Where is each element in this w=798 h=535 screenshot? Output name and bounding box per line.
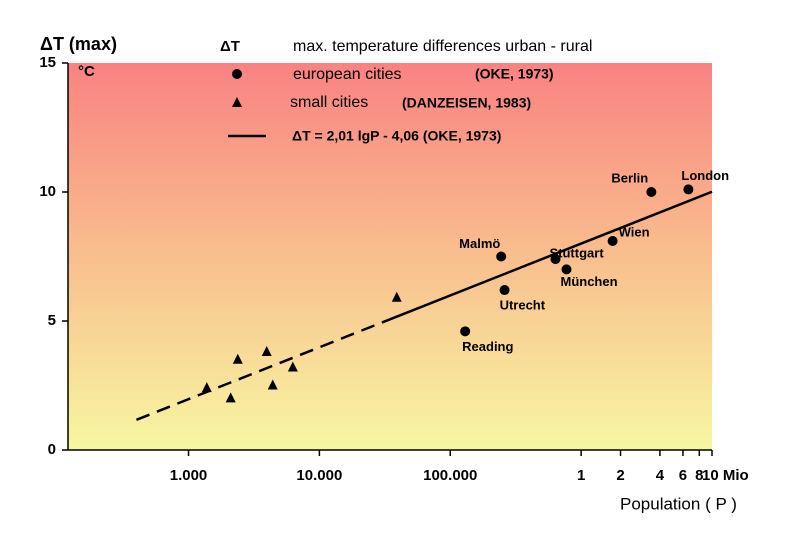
small-city-point (267, 379, 278, 390)
city-point (561, 264, 572, 275)
city-point (496, 251, 507, 262)
city-point (460, 326, 471, 337)
regression-line (381, 190, 713, 324)
legend-header-text: max. temperature differences urban - rur… (293, 38, 592, 55)
small-city-point (261, 345, 272, 356)
city-label: Utrecht (500, 297, 546, 312)
legend-marker (232, 97, 242, 107)
city-label: Reading (462, 339, 513, 354)
legend-header: ΔT (220, 38, 240, 55)
legend-source: (OKE, 1973) (475, 66, 554, 82)
small-city-point (287, 361, 298, 372)
y-tick-label: 15 (39, 54, 56, 71)
x-tick-label: 1.000 (170, 467, 208, 484)
small-city-point (225, 392, 236, 403)
legend-label: european cities (293, 66, 402, 83)
y-axis-label: ΔT (max) (40, 34, 117, 54)
x-tick-label: 1 (577, 467, 585, 484)
y-tick-label: 5 (48, 312, 56, 329)
x-tick-label: 4 (656, 467, 665, 484)
y-tick-label: 10 (39, 183, 56, 200)
city-label: München (560, 274, 617, 289)
city-point (550, 254, 561, 265)
city-point (499, 285, 510, 296)
legend-label: small cities (290, 94, 368, 111)
city-point (683, 184, 694, 195)
plot-background (68, 63, 712, 450)
y-tick-label: 0 (48, 441, 56, 458)
legend-marker (232, 69, 242, 79)
city-label: Berlin (611, 170, 648, 185)
city-point (646, 187, 657, 197)
y-unit: °C (78, 63, 95, 80)
small-city-point (232, 353, 243, 364)
x-axis-label: Population ( P ) (620, 494, 737, 513)
city-point (607, 236, 618, 247)
legend-source: (DANZEISEN, 1983) (402, 95, 531, 111)
city-label: London (681, 168, 729, 183)
x-tick-label: 6 (679, 467, 687, 484)
x-tick-label: 10 Mio (702, 467, 749, 484)
city-label: Wien (619, 224, 650, 239)
x-tick-label: 10.000 (296, 467, 342, 484)
x-tick-label: 2 (616, 467, 624, 484)
x-tick-label: 100.000 (423, 467, 477, 484)
city-label: Stuttgart (549, 246, 604, 261)
x-tick-label: 8 (695, 467, 703, 484)
small-city-point (391, 291, 402, 302)
city-label: Malmö (459, 236, 500, 251)
legend-label: ΔT = 2,01 lgP - 4,06 (OKE, 1973) (292, 128, 501, 144)
